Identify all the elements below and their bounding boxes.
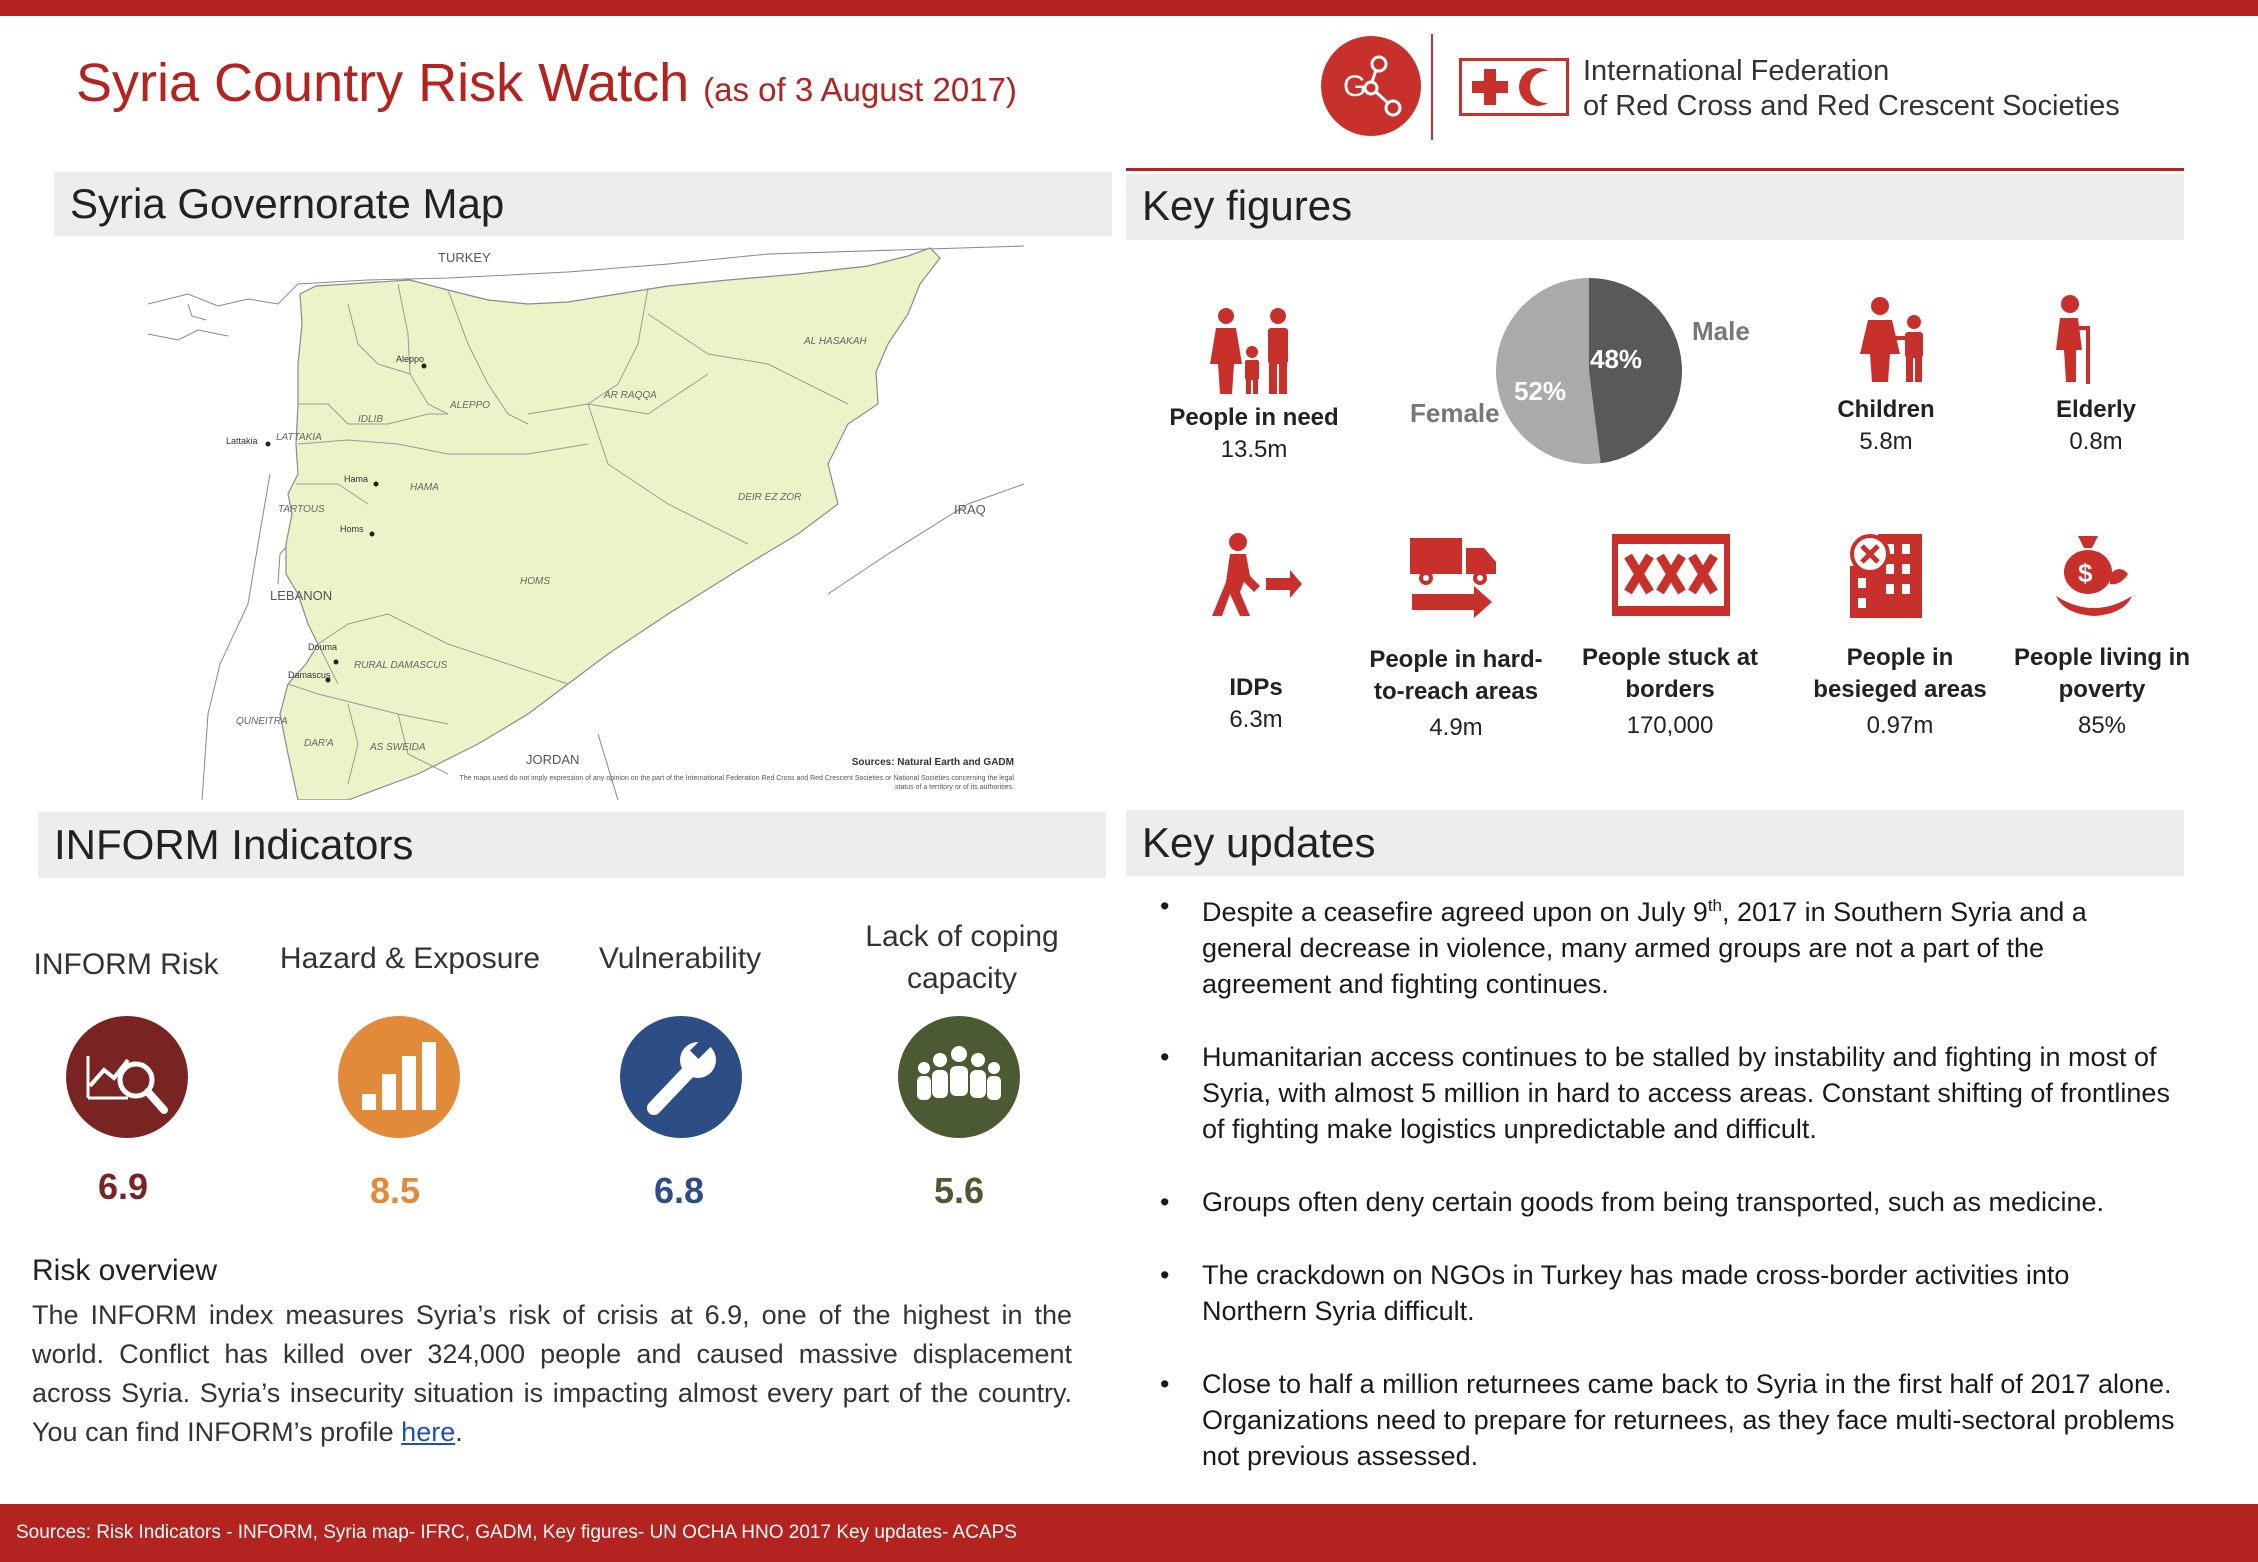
border-barrier-icon <box>1612 534 1730 616</box>
vulnerability-label: Vulnerability <box>598 942 762 975</box>
list-item: • Despite a ceasefire agreed upon on July… <box>1160 891 2087 999</box>
section-header-map: Syria Governorate Map <box>54 172 1112 236</box>
svg-text:Homs: Homs <box>340 524 364 534</box>
svg-text:JORDAN: JORDAN <box>526 752 579 767</box>
svg-text:Douma: Douma <box>308 642 337 652</box>
kf-people-in-need: People in need 13.5m <box>1169 404 1339 463</box>
kf-elderly: Elderly 0.8m <box>2055 396 2137 455</box>
svg-text:HOMS: HOMS <box>520 576 550 587</box>
svg-text:ALEPPO: ALEPPO <box>449 400 490 411</box>
bar-chart-icon <box>338 1016 460 1138</box>
vulnerability-value: 6.8 <box>653 1170 705 1211</box>
svg-text:AR RAQQA: AR RAQQA <box>603 390 657 401</box>
inform-risk-label: INFORM Risk <box>33 948 219 981</box>
list-item: • Humanitarian access continues to be sta… <box>1160 1042 2170 1144</box>
pie-male-pct: 48% <box>1590 344 1643 374</box>
svg-text:Hama: Hama <box>344 474 368 484</box>
report-date: (as of 3 August 2017) <box>703 71 1017 108</box>
section-header-key-updates: Key updates <box>1126 810 2184 876</box>
svg-text:LEBANON: LEBANON <box>270 588 332 603</box>
svg-text:Lattakia: Lattakia <box>226 436 258 446</box>
kf-children: Children 5.8m <box>1837 396 1935 455</box>
top-accent-bar <box>0 0 2258 16</box>
hazard-label: Hazard & Exposure <box>279 942 541 975</box>
list-item: • Close to half a million returnees came … <box>1160 1369 2175 1471</box>
besieged-building-icon <box>1850 534 1922 618</box>
svg-text:TURKEY: TURKEY <box>438 250 491 265</box>
svg-text:DAR'A: DAR'A <box>304 738 334 749</box>
svg-text:AS SWEIDA: AS SWEIDA <box>369 742 426 753</box>
logo-divider <box>1431 34 1433 140</box>
svg-text:TARTOUS: TARTOUS <box>278 504 325 515</box>
org-name: International Federation of Red Cross an… <box>1583 55 2120 122</box>
chart-magnifier-icon <box>66 1016 188 1138</box>
gender-pie-chart <box>1496 278 1683 464</box>
coping-value: 5.6 <box>933 1170 985 1211</box>
svg-text:Damascus: Damascus <box>288 670 331 680</box>
inform-risk-value: 6.9 <box>97 1166 149 1207</box>
kf-hard-to-reach: People in hard- to-reach areas 4.9m <box>1369 646 1543 741</box>
kf-poverty: People living in poverty 85% <box>2013 644 2191 739</box>
svg-text:RURAL DAMASCUS: RURAL DAMASCUS <box>354 660 447 671</box>
go-platform-logo-icon: G <box>1321 36 1421 136</box>
hazard-value: 8.5 <box>369 1170 421 1211</box>
map-disclaimer: The maps used do not imply expression of… <box>459 775 1015 791</box>
key-updates-list: • Despite a ceasefire agreed upon on July… <box>1160 888 2180 1511</box>
svg-text:HAMA: HAMA <box>410 482 439 493</box>
svg-text:Aleppo: Aleppo <box>396 354 424 364</box>
inform-profile-link[interactable]: here <box>401 1417 456 1447</box>
pie-female-pct: 52% <box>1514 376 1567 406</box>
wrench-icon <box>620 1016 742 1138</box>
children-icon <box>1860 297 1923 382</box>
svg-text:DEIR EZ ZOR: DEIR EZ ZOR <box>738 492 801 503</box>
section-header-inform: INFORM Indicators <box>38 812 1106 878</box>
risk-overview-text: The INFORM index measures Syria’s risk o… <box>32 1300 1072 1447</box>
money-bag-icon: $ <box>2056 536 2132 616</box>
footer-sources: Sources: Risk Indicators - INFORM, Syria… <box>0 1504 2258 1562</box>
svg-text:G: G <box>1343 70 1366 103</box>
truck-icon <box>1410 538 1496 618</box>
pie-legend-male: Male <box>1692 316 1750 346</box>
family-icon <box>1210 308 1288 394</box>
syria-outline <box>279 247 941 800</box>
coping-label: Lack of coping capacity <box>865 920 1059 995</box>
pie-slice-male <box>1589 278 1683 464</box>
header-rule <box>1126 168 2184 171</box>
svg-text:IRAQ: IRAQ <box>954 502 986 517</box>
kf-besieged: People in besieged areas 0.97m <box>1813 644 1987 739</box>
risk-overview-title: Risk overview <box>32 1254 218 1287</box>
map-canvas: TURKEY IRAQ LEBANON JORDAN AL HASAKAH AR… <box>148 245 1024 800</box>
list-item: • Groups often deny certain goods from be… <box>1160 1187 2105 1217</box>
page-title: Syria Country Risk Watch (as of 3 August … <box>76 53 1017 113</box>
pie-slice-female <box>1496 278 1601 464</box>
svg-text:$: $ <box>2078 558 2093 588</box>
section-header-key-figures: Key figures <box>1126 174 2184 240</box>
map-source: Sources: Natural Earth and GADM <box>851 757 1014 768</box>
list-item: • The crackdown on NGOs in Turkey has mad… <box>1160 1260 2070 1326</box>
elderly-icon <box>2056 295 2090 384</box>
red-cross-crescent-logo-icon <box>1459 58 1569 116</box>
syria-governorate-map[interactable]: TURKEY IRAQ LEBANON JORDAN AL HASAKAH AR… <box>148 244 1024 800</box>
svg-text:LATTAKIA: LATTAKIA <box>276 432 322 443</box>
kf-stuck-at-borders: People stuck at borders 170,000 <box>1581 644 1759 739</box>
group-people-icon <box>898 1016 1020 1138</box>
svg-text:IDLIB: IDLIB <box>358 414 383 425</box>
kf-idps: IDPs 6.3m <box>1229 674 1283 733</box>
svg-text:QUNEITRA: QUNEITRA <box>236 716 288 727</box>
svg-text:AL HASAKAH: AL HASAKAH <box>803 336 867 347</box>
pie-legend-female: Female <box>1410 398 1500 428</box>
walking-person-icon <box>1212 533 1302 616</box>
